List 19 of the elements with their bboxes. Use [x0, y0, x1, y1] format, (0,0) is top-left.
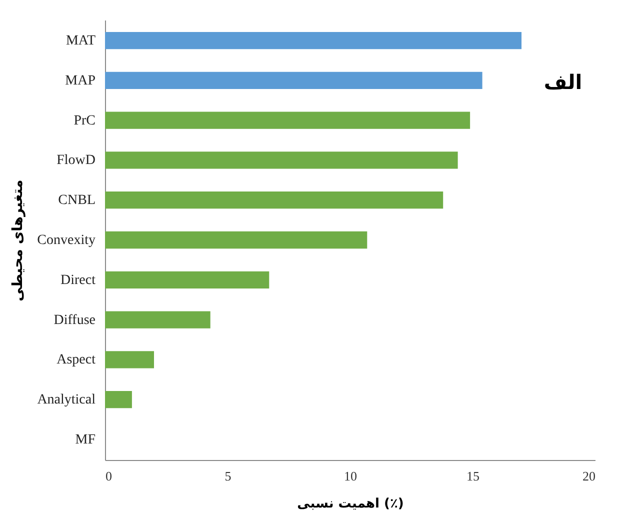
y-tick-label: Convexity	[37, 233, 96, 248]
x-tick-label: 20	[582, 468, 596, 484]
y-tick-label: FlowD	[56, 153, 96, 168]
y-axis-title: متغیرهای محیطی	[10, 180, 26, 302]
y-tick-label: Analytical	[37, 392, 96, 408]
y-tick-label: Aspect	[56, 352, 96, 368]
y-tick-label: MF	[75, 432, 96, 448]
y-tick-label: MAP	[65, 73, 96, 88]
x-tick-label: 10	[344, 468, 357, 484]
y-tick-label: MAT	[66, 34, 96, 49]
x-tick-label: 15	[466, 468, 480, 484]
y-tick-label: CNBL	[58, 193, 96, 208]
annotation: الف	[544, 70, 582, 94]
y-tick-label: PrC	[74, 113, 96, 128]
y-tick-label: Diffuse	[54, 312, 96, 328]
y-tick-label: Direct	[60, 272, 96, 288]
x-tick-label: 5	[224, 468, 232, 484]
x-tick-label: 0	[106, 468, 112, 484]
x-axis-title: اهمیت نسبی (٪)	[297, 496, 404, 512]
